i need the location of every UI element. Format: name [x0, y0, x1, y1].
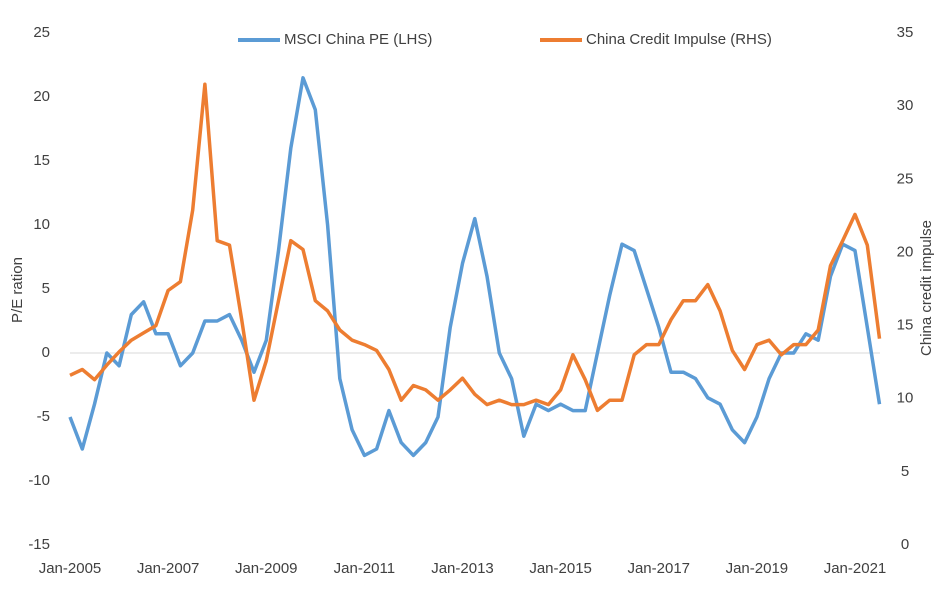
- x-tick-label: Jan-2005: [39, 560, 102, 577]
- y2-tick-label: 15: [897, 317, 914, 334]
- y2-tick-label: 10: [897, 390, 914, 407]
- y2-tick-label: 0: [901, 536, 909, 553]
- y-tick-label: -15: [28, 536, 50, 553]
- x-tick-label: Jan-2007: [137, 560, 200, 577]
- x-tick-label: Jan-2009: [235, 560, 298, 577]
- series-line: [68, 76, 882, 458]
- x-tick-label: Jan-2011: [334, 560, 395, 577]
- y2-tick-label: 30: [897, 97, 914, 114]
- y-tick-label: 15: [33, 152, 50, 169]
- y2-tick-label: 35: [897, 24, 914, 41]
- x-tick-label: Jan-2021: [824, 560, 887, 577]
- y-tick-label: 0: [42, 344, 50, 361]
- x-tick-label: Jan-2015: [529, 560, 592, 577]
- y-tick-label: 5: [42, 280, 50, 297]
- x-tick-label: Jan-2019: [726, 560, 789, 577]
- y-tick-label: -10: [28, 472, 50, 489]
- legend-label: China Credit Impulse (RHS): [586, 31, 772, 48]
- y-tick-label: -5: [37, 408, 50, 425]
- y-axis-label: P/E ration: [9, 257, 26, 323]
- y-tick-label: 25: [33, 24, 50, 41]
- y2-tick-label: 20: [897, 243, 914, 260]
- y2-tick-label: 25: [897, 170, 914, 187]
- x-tick-label: Jan-2017: [627, 560, 690, 577]
- y-tick-label: 20: [33, 88, 50, 105]
- y2-tick-label: 5: [901, 463, 909, 480]
- y2-axis-label: China credit impulse: [918, 220, 935, 356]
- legend-label: MSCI China PE (LHS): [284, 31, 432, 48]
- y-tick-label: 10: [33, 216, 50, 233]
- series-line: [69, 82, 882, 413]
- x-tick-label: Jan-2013: [431, 560, 494, 577]
